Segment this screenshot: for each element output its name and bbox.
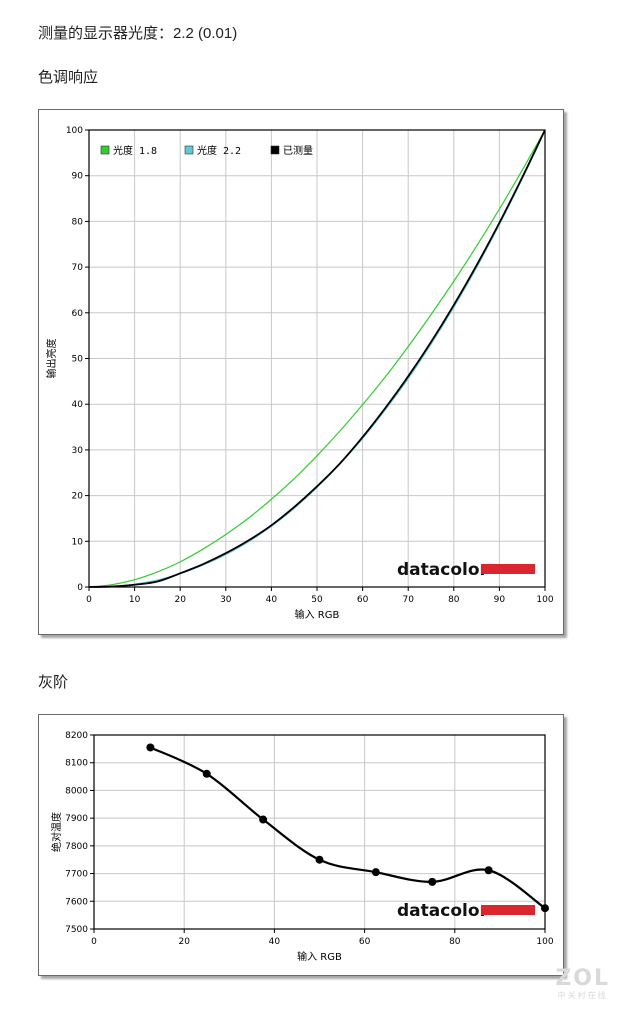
x-tick-label: 40: [266, 595, 278, 605]
y-tick-label: 8000: [65, 786, 88, 796]
y-tick-label: 7900: [65, 814, 88, 824]
y-tick-label: 8100: [65, 759, 88, 769]
zol-watermark: ZOL 中关村在线: [555, 968, 610, 1001]
data-point: [259, 815, 268, 824]
y-tick-label: 90: [72, 172, 84, 182]
x-tick-label: 0: [91, 937, 97, 947]
watermark-logo: ZOL: [555, 966, 610, 991]
x-tick-label: 70: [402, 595, 414, 605]
y-tick-label: 7700: [65, 870, 88, 880]
plot-frame: [93, 734, 546, 930]
x-tick-label: 10: [129, 595, 141, 605]
watermark-subtitle: 中关村在线: [557, 991, 608, 1000]
plot-frame: [88, 129, 546, 588]
x-tick-label: 50: [311, 595, 323, 605]
y-tick-label: 0: [77, 583, 83, 593]
x-tick-label: 60: [359, 937, 371, 947]
measured-gamma-text: 测量的显示器光度：2.2 (0.01): [38, 25, 238, 42]
x-tick-label: 100: [536, 595, 553, 605]
gamma-chart: 0 10 20 30 40 50 60 70 80 90 100 0 10 20 30 40 50 60 70 80 9…: [45, 126, 554, 621]
x-axis-label: 输入 RGB: [295, 608, 340, 621]
x-tick-label: 30: [220, 595, 232, 605]
y-tick-label: 8200: [65, 731, 88, 741]
grayscale-chart: 0 20 40 60 80 100 7500 7600 7700 7800 7900 8000 8100…: [50, 731, 554, 963]
data-point: [541, 904, 549, 913]
legend-swatch-3: [270, 145, 280, 155]
datacolor-logo-bar: [481, 564, 535, 574]
legend-label-2: 光度 2.2: [197, 144, 241, 157]
x-tick-label: 60: [357, 595, 369, 605]
y-tick-label: 7500: [65, 925, 88, 935]
tone-response-title: 色调响应: [38, 69, 99, 86]
datacolor-logo-text: datacolor: [397, 560, 489, 580]
y-tick-label: 50: [72, 355, 84, 365]
x-tick-label: 0: [86, 595, 92, 605]
y-tick-label: 30: [72, 446, 84, 456]
x-tick-label: 40: [269, 937, 281, 947]
data-point: [484, 866, 493, 875]
y-axis-label: 绝对温度: [50, 812, 63, 852]
data-point: [428, 877, 437, 886]
legend-label-3: 已测量: [283, 144, 313, 157]
x-tick-label: 20: [178, 937, 190, 947]
series-line-3: [88, 129, 546, 588]
x-tick-label: 80: [448, 595, 460, 605]
legend-swatch-1: [100, 145, 110, 155]
y-tick-label: 7800: [65, 842, 88, 852]
x-tick-label: 90: [494, 595, 506, 605]
x-axis-label: 输入 RGB: [297, 950, 342, 963]
y-tick-label: 10: [72, 537, 84, 547]
legend-label-1: 光度 1.8: [113, 144, 157, 157]
legend-swatch-2: [184, 145, 194, 155]
datacolor-logo-bar: [481, 905, 535, 915]
data-point: [202, 769, 211, 778]
data-point: [315, 855, 324, 864]
x-tick-label: 20: [174, 595, 186, 605]
grayscale-title: 灰阶: [38, 674, 69, 691]
y-tick-label: 70: [72, 263, 84, 273]
datacolor-logo-text: datacolor: [397, 901, 489, 921]
y-tick-label: 7600: [65, 897, 88, 907]
series-line-1: [88, 129, 546, 588]
data-point: [371, 868, 380, 877]
x-tick-label: 80: [449, 937, 461, 947]
y-tick-label: 80: [72, 217, 84, 227]
y-tick-label: 60: [72, 309, 84, 319]
grayscale-chart-panel: 0 20 40 60 80 100 7500 7600 7700 7800 7900 8000 8100…: [38, 714, 564, 976]
y-tick-label: 100: [66, 126, 83, 136]
x-tick-label: 100: [536, 937, 553, 947]
y-axis-label: 输出亮度: [45, 339, 58, 379]
y-tick-label: 20: [72, 492, 84, 502]
gamma-chart-panel: 0 10 20 30 40 50 60 70 80 90 100 0 10 20 30 40 50 60 70 80 9…: [38, 109, 564, 635]
y-tick-label: 40: [72, 400, 84, 410]
data-point: [146, 743, 155, 752]
